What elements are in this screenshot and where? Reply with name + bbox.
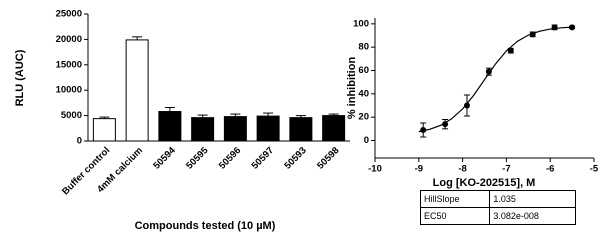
table-row: EC50 3.082e-008 [419,207,576,225]
bar [322,115,346,142]
y-tick-label: 5000 [61,110,82,121]
x-tick-label: -10 [368,164,382,175]
cell: 1.035 [489,190,576,208]
x-tick-label: 50595 [184,145,211,172]
fit-table: HillSlope 1.035 EC50 3.082e-008 [419,190,576,225]
point [551,24,558,31]
cell: HillSlope [419,190,491,208]
fit-curve [418,26,573,133]
point [463,102,470,109]
bar [256,115,280,142]
bar [191,117,215,142]
y-axis-title: % inhibition [346,57,358,120]
bar [158,111,182,142]
point [507,47,514,54]
y-tick-label: 100 [353,18,369,29]
y-tick-label: 10000 [56,85,82,96]
x-tick-label: 50594 [151,145,178,172]
x-tick-label: -6 [546,164,554,175]
x-tick-label: -9 [415,164,423,175]
point [569,24,576,31]
x-tick-label: -7 [502,164,510,175]
x-tick-label: 50598 [315,145,341,171]
point [420,127,427,133]
point [442,121,449,128]
cell: EC50 [419,207,491,225]
y-tick-label: 80 [358,42,369,53]
bar [289,117,313,142]
point [529,31,536,38]
y-tick-label: 20 [358,112,369,123]
y-tick-label: 15000 [56,59,82,70]
x-tick-label: 50597 [250,145,276,171]
y-tick-label: 20000 [56,34,82,45]
point [485,68,492,75]
y-tick-label: 0 [364,135,369,146]
bar [223,116,247,142]
y-tick-label: 60 [358,65,369,76]
y-tick-label: 25000 [56,9,82,20]
x-axis-title: Log [KO-202515], M [433,177,536,189]
table-row: HillSlope 1.035 [419,190,576,208]
x-tick-label: -5 [590,164,599,175]
bar [125,39,149,142]
bar [92,118,116,142]
cell: 3.082e-008 [489,207,576,225]
x-axis-title: Compounds tested (10 µM) [135,220,276,232]
y-tick-label: 40 [358,88,369,99]
y-axis-title: RLU (AUC) [14,49,26,106]
x-tick-label: 50596 [217,145,243,171]
x-tick-label: -8 [458,164,466,175]
x-tick-label: 50593 [282,145,308,171]
y-tick-label: 0 [77,136,82,147]
